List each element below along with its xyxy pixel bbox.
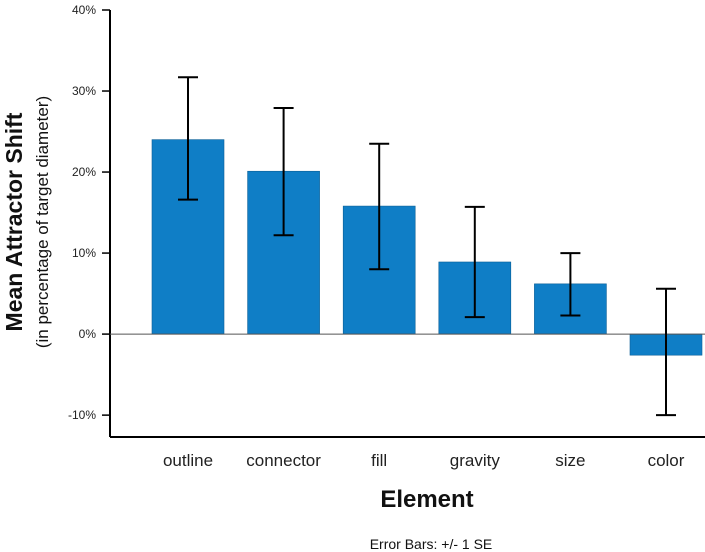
y-tick-label: 10% (72, 246, 96, 260)
y-tick-label: 40% (72, 3, 96, 17)
x-axis-title: Element (380, 486, 473, 513)
y-tick-label: 0% (79, 327, 97, 341)
x-category-label: connector (246, 451, 321, 470)
y-tick-label: 30% (72, 84, 96, 98)
bars (151, 139, 703, 356)
y-tick-label: -10% (68, 408, 96, 422)
x-category-label: outline (163, 451, 213, 470)
y-axis-title-group: Mean Attractor Shift (in percentage of t… (1, 96, 52, 348)
x-categories: outline connector fill gravity size color (163, 451, 685, 470)
axes (109, 10, 705, 438)
y-axis-subtitle: (in percentage of target diameter) (33, 96, 52, 348)
x-category-label: color (648, 451, 685, 470)
y-ticks: -10% 0% 10% 20% 30% 40% (68, 3, 110, 422)
error-bars-footnote: Error Bars: +/- 1 SE (370, 536, 493, 552)
x-category-label: gravity (450, 451, 501, 470)
y-axis-title: Mean Attractor Shift (1, 112, 27, 331)
x-category-label: size (555, 451, 585, 470)
x-category-label: fill (371, 451, 387, 470)
error-bars (178, 76, 676, 417)
y-tick-label: 20% (72, 165, 96, 179)
